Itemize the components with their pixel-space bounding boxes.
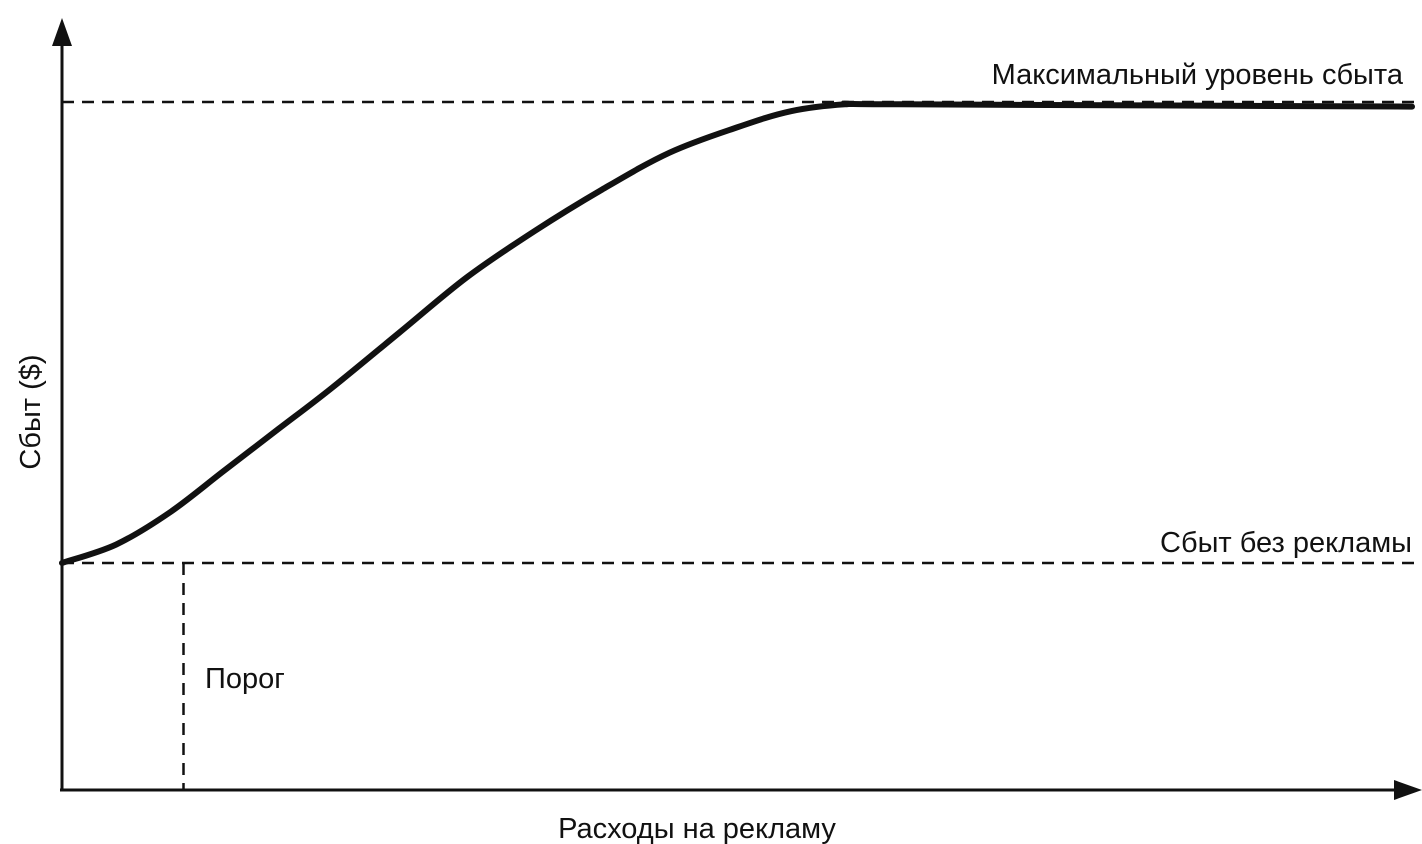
y-axis-arrow-icon xyxy=(52,18,72,46)
max-sales-label: Максимальный уровень сбыта xyxy=(992,59,1404,91)
x-axis-arrow-icon xyxy=(1394,780,1422,800)
threshold-label: Порог xyxy=(205,663,285,695)
sales-curve xyxy=(59,100,1415,566)
base-sales-label: Сбыт без рекламы xyxy=(1160,527,1412,559)
x-axis-label: Расходы на рекламу xyxy=(558,813,836,844)
y-axis-label: Сбыт ($) xyxy=(15,354,47,469)
